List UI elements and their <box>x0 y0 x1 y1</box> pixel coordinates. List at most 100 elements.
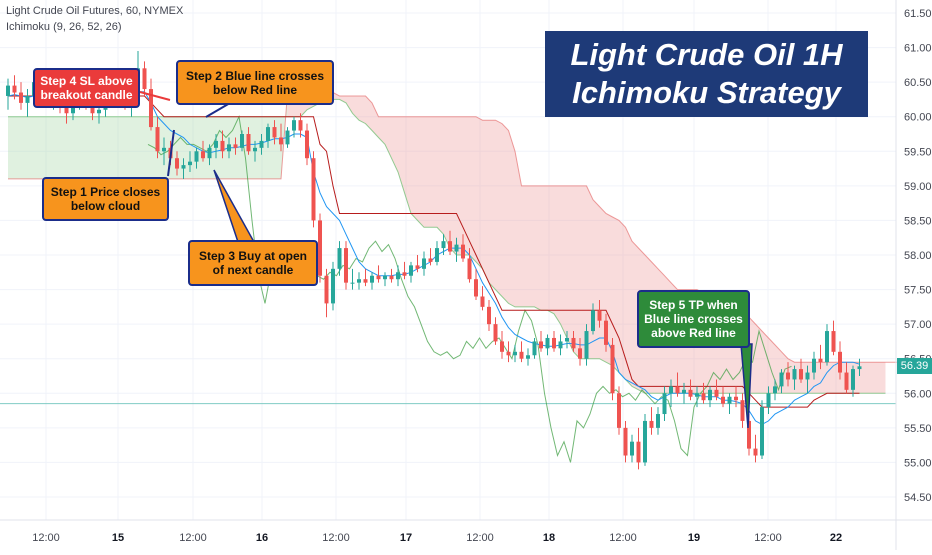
candle-body <box>630 441 634 456</box>
cloud-segment <box>528 185 535 307</box>
candle-body <box>487 306 491 325</box>
candle-body <box>240 134 244 148</box>
cloud-segment <box>378 116 385 145</box>
candle-body <box>857 366 862 370</box>
candle-body <box>740 400 745 421</box>
x-tick-label: 12:00 <box>32 532 60 544</box>
cloud-segment <box>398 116 405 193</box>
candle-body <box>181 165 186 169</box>
x-tick-label: 22 <box>830 532 842 544</box>
y-tick-label: 59.50 <box>904 146 932 158</box>
candle-body <box>305 130 309 159</box>
candle-body <box>760 407 764 456</box>
callout-step-3: Step 3 Buy at open of next candle <box>188 240 318 286</box>
cloud-segment <box>625 227 632 387</box>
y-tick-label: 58.00 <box>904 250 932 262</box>
cloud-segment <box>547 185 554 314</box>
cloud-segment <box>463 116 470 255</box>
candle-body <box>272 127 277 138</box>
cloud-segment <box>593 199 600 359</box>
candle-body <box>766 393 771 408</box>
callout-step-5: Step 5 TP when Blue line crosses above R… <box>637 290 750 348</box>
candle-body <box>298 120 303 131</box>
pointer-step-4 <box>139 91 171 101</box>
candle-body <box>513 351 517 356</box>
cloud-segment <box>99 116 106 179</box>
cloud-segment <box>92 116 99 179</box>
cloud-segment <box>339 95 346 103</box>
y-tick-label: 60.00 <box>904 112 932 124</box>
cloud-segment <box>274 116 281 179</box>
x-tick-label: 12:00 <box>609 532 637 544</box>
cloud-segment <box>118 116 125 179</box>
cloud-segment <box>502 123 509 304</box>
cloud-segment <box>580 185 587 359</box>
candle-body <box>617 393 621 428</box>
candle-body <box>591 310 595 332</box>
candle-body <box>350 282 355 284</box>
candle-body <box>25 95 30 103</box>
candle-body <box>649 420 654 428</box>
candle-body <box>214 140 218 148</box>
candle-body <box>727 396 732 404</box>
candle-body <box>779 372 784 387</box>
candle-body <box>324 275 329 304</box>
candle-body <box>337 248 342 269</box>
cloud-segment <box>138 116 145 179</box>
candle-body <box>623 427 628 456</box>
cloud-segment <box>125 116 132 179</box>
candle-body <box>402 272 407 276</box>
candle-body <box>461 244 465 259</box>
cloud-segment <box>573 185 580 359</box>
candle-body <box>6 85 10 96</box>
symbol-title: Light Crude Oil Futures, 60, NYMEX <box>6 5 184 17</box>
cloud-segment <box>495 120 502 297</box>
candle-body <box>773 386 777 394</box>
candle-body <box>838 351 842 373</box>
candle-body <box>747 420 751 449</box>
last-price-label: 56.39 <box>897 358 932 374</box>
candle-body <box>428 258 433 262</box>
candle-body <box>194 151 199 162</box>
y-tick-label: 57.00 <box>904 319 932 331</box>
candle-body <box>636 441 641 463</box>
candle-body <box>695 393 699 397</box>
candle-body <box>415 265 420 269</box>
cloud-segment <box>242 116 249 179</box>
candle-body <box>519 351 524 359</box>
cloud-segment <box>489 120 496 290</box>
cloud-segment <box>768 337 775 394</box>
cloud-segment <box>424 116 431 228</box>
candle-body <box>480 296 485 307</box>
y-tick-label: 60.50 <box>904 77 932 89</box>
candle-body <box>389 275 394 280</box>
cloud-segment <box>541 185 548 311</box>
x-tick-label: 12:00 <box>754 532 782 544</box>
cloud-segment <box>879 362 886 394</box>
candle-body <box>448 241 452 252</box>
cloud-segment <box>866 362 873 394</box>
candle-body <box>149 89 153 128</box>
y-tick-label: 57.50 <box>904 285 932 297</box>
candle-body <box>825 331 829 363</box>
candle-body <box>584 331 589 359</box>
x-tick-label: 17 <box>400 532 412 544</box>
y-tick-label: 54.50 <box>904 492 932 504</box>
candle-body <box>682 389 686 394</box>
cloud-segment <box>450 116 457 255</box>
candle-body <box>708 389 712 401</box>
x-tick-label: 16 <box>256 532 268 544</box>
cloud-segment <box>508 130 515 307</box>
x-tick-label: 15 <box>112 532 124 544</box>
cloud-segment <box>827 362 834 394</box>
candle-body <box>506 351 511 356</box>
indicator-label[interactable]: Ichimoku (9, 26, 52, 26) <box>6 21 122 33</box>
candle-body <box>12 85 17 93</box>
x-tick-label: 18 <box>543 532 555 544</box>
candle-body <box>344 248 348 283</box>
cloud-segment <box>105 116 112 179</box>
candle-body <box>571 337 576 349</box>
cloud-segment <box>476 116 483 269</box>
cloud-segment <box>430 116 437 228</box>
candle-body <box>558 341 563 349</box>
